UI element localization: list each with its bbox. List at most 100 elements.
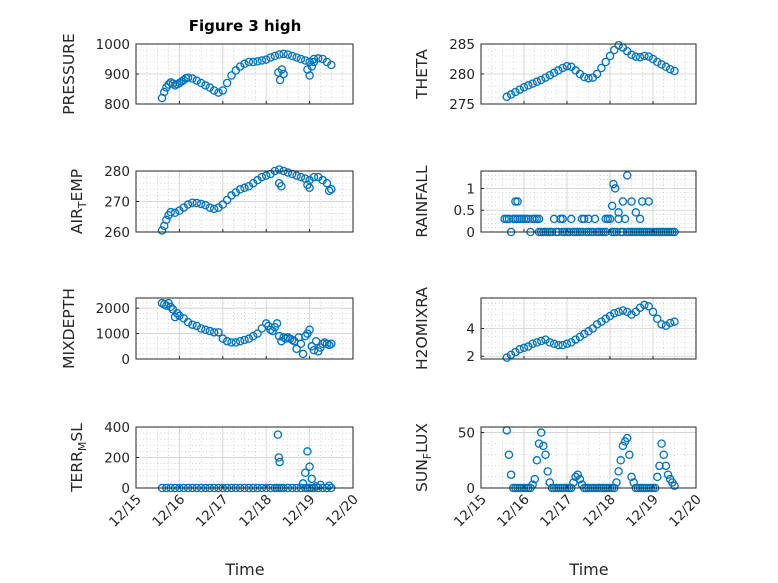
- data-point: [235, 336, 245, 346]
- data-point: [311, 482, 321, 491]
- y-tick-label: 280: [449, 67, 475, 83]
- data-point: [305, 325, 314, 335]
- data-point: [670, 481, 679, 491]
- data-point: [597, 317, 606, 326]
- data-point: [305, 183, 314, 193]
- data-point: [287, 169, 297, 179]
- y-axis-label: TERRMSL: [68, 423, 89, 493]
- data-point: [562, 61, 572, 71]
- y-tick-label: 1000: [96, 327, 130, 343]
- data-point: [209, 86, 219, 95]
- data-point: [657, 439, 666, 448]
- y-axis-label-part: SL: [68, 423, 86, 442]
- data-point: [218, 334, 228, 343]
- data-point: [532, 456, 542, 465]
- data-point: [301, 468, 310, 477]
- data-point: [179, 75, 188, 85]
- data-point: [515, 345, 524, 354]
- data-point: [322, 178, 332, 188]
- data-point: [569, 478, 578, 487]
- data-point: [661, 321, 671, 330]
- data-point: [670, 66, 679, 76]
- data-point: [545, 478, 555, 487]
- data-point: [201, 325, 210, 335]
- y-axis-label: MIXDEPTH: [60, 288, 78, 369]
- data-point: [661, 461, 671, 471]
- data-point: [610, 45, 619, 55]
- data-point: [222, 336, 232, 346]
- data-point: [305, 71, 314, 80]
- data-point: [616, 456, 626, 465]
- data-point: [307, 62, 317, 71]
- y-tick-label: 285: [449, 37, 475, 53]
- data-point: [511, 347, 520, 357]
- data-point: [541, 450, 550, 459]
- data-point: [301, 331, 310, 341]
- data-point: [631, 208, 641, 217]
- y-axis-label-part: LUX: [413, 423, 431, 453]
- data-point: [305, 462, 314, 471]
- data-point: [166, 207, 175, 217]
- data-point: [248, 57, 258, 67]
- data-point: [536, 428, 546, 437]
- data-point: [275, 457, 284, 467]
- data-point: [655, 461, 664, 471]
- y-axis-label-part: AIR: [68, 208, 86, 234]
- data-point: [235, 62, 245, 71]
- data-point: [614, 467, 623, 476]
- x-axis-label-left: Time: [224, 560, 264, 579]
- y-tick-label: 0: [121, 481, 130, 497]
- data-point: [327, 185, 336, 194]
- y-tick-label: 50: [458, 426, 475, 442]
- y-tick-label: 4: [466, 322, 475, 338]
- data-point: [665, 318, 675, 328]
- y-tick-label: 0: [466, 225, 475, 241]
- series-h2omixra: [502, 300, 679, 362]
- data-point: [283, 50, 293, 59]
- data-point: [601, 57, 610, 67]
- data-point: [218, 86, 228, 95]
- data-point: [554, 66, 563, 75]
- y-tick-label: 400: [104, 420, 130, 436]
- data-point: [205, 203, 215, 212]
- y-tick-label: 270: [104, 195, 130, 211]
- data-point: [327, 60, 336, 70]
- data-point: [273, 430, 283, 439]
- data-point: [653, 57, 662, 67]
- y-tick-label: 260: [104, 225, 130, 241]
- series-mixdepth: [157, 298, 336, 359]
- data-point: [277, 181, 286, 191]
- y-axis-label: SUNFLUX: [413, 423, 434, 492]
- data-point: [506, 350, 516, 360]
- data-point: [283, 168, 293, 177]
- data-point: [635, 214, 645, 224]
- data-point: [168, 79, 178, 88]
- data-point: [618, 441, 628, 451]
- data-point: [222, 78, 232, 88]
- data-point: [287, 51, 297, 61]
- data-point: [324, 186, 334, 196]
- data-point: [532, 338, 542, 347]
- y-tick-label: 0.5: [454, 203, 475, 219]
- data-point: [188, 320, 197, 329]
- data-point: [324, 481, 334, 490]
- data-point: [274, 165, 284, 174]
- data-point: [622, 433, 632, 443]
- data-point: [214, 328, 223, 337]
- data-point: [296, 54, 306, 64]
- data-point: [541, 335, 550, 344]
- data-point: [175, 311, 184, 321]
- subplot-mixdepth: 0 1000 2000 MIXDEPTH: [60, 288, 354, 369]
- data-point: [584, 327, 593, 336]
- data-point: [253, 57, 262, 66]
- data-point: [192, 321, 202, 331]
- y-tick-label: 2000: [96, 301, 130, 317]
- data-point: [227, 71, 236, 80]
- data-point: [183, 317, 193, 327]
- y-axis-label-part: TERR: [68, 451, 86, 493]
- data-point: [292, 344, 301, 354]
- data-point: [644, 197, 653, 206]
- data-point: [627, 50, 636, 60]
- data-point: [231, 338, 241, 347]
- data-point: [653, 472, 662, 482]
